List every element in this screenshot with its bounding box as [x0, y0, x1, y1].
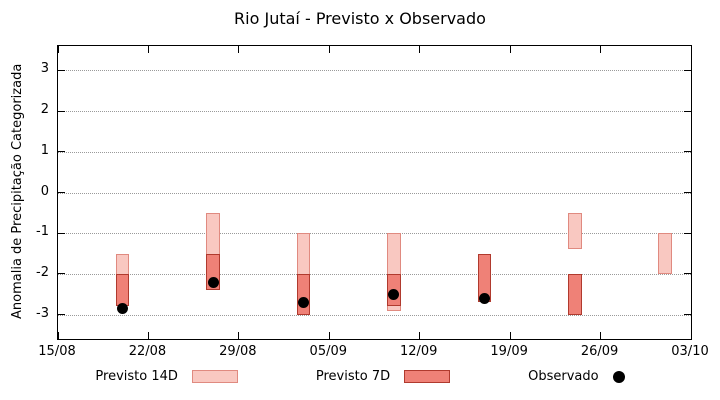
observado-dot [297, 296, 309, 308]
legend-item-observado: Observado [528, 369, 625, 384]
y-tick-mark [684, 273, 691, 275]
previsto-14d-bar [567, 212, 582, 250]
y-tick-label: 3 [40, 61, 49, 77]
x-tick-label: 22/08 [128, 344, 167, 359]
y-tick-mark [684, 192, 691, 193]
legend: Previsto 14D Previsto 7D Observado [0, 369, 720, 384]
x-tick-mark [147, 46, 149, 53]
y-tick-label: 2 [40, 102, 49, 118]
legend-label-previsto-7d: Previsto 7D [315, 369, 391, 384]
y-tick-mark [684, 314, 691, 316]
y-gridline [58, 233, 691, 235]
observado-dot [117, 302, 129, 314]
observado-dot [478, 292, 490, 304]
x-tick-mark [328, 332, 330, 339]
y-tick-mark [58, 110, 65, 112]
x-tick-label: 12/09 [399, 344, 438, 359]
x-tick-mark [238, 46, 240, 53]
x-tick-mark [509, 46, 511, 53]
y-tick-label: -1 [36, 224, 49, 240]
y-tick-mark [684, 69, 691, 71]
x-tick-label: 15/08 [38, 344, 76, 359]
x-tick-mark [600, 332, 602, 339]
y-tick-label: -3 [36, 305, 49, 321]
x-tick-label: 05/09 [309, 344, 348, 359]
y-gridline [58, 111, 691, 113]
x-tick-label: 19/09 [490, 344, 528, 359]
legend-swatch-previsto-7d-icon [404, 370, 451, 383]
y-gridline [58, 70, 691, 72]
x-tick-label: 26/09 [580, 344, 619, 359]
legend-label-observado: Observado [528, 369, 599, 384]
y-tick-mark [684, 232, 691, 234]
y-tick-mark [58, 273, 65, 275]
y-tick-mark [684, 110, 691, 112]
legend-swatch-observado-icon [612, 370, 625, 383]
x-tick-mark [690, 46, 692, 53]
y-tick-label: -2 [36, 264, 49, 280]
y-tick-mark [58, 151, 65, 153]
legend-label-previsto-14d: Previsto 14D [95, 369, 178, 384]
previsto-7d-bar [296, 273, 311, 315]
x-tick-mark [328, 46, 330, 53]
y-tick-mark [684, 151, 691, 153]
x-tick-mark [690, 332, 692, 339]
y-gridline [58, 314, 691, 316]
y-tick-label: 1 [40, 142, 49, 158]
y-gridline [58, 273, 691, 275]
x-tick-mark [600, 46, 602, 53]
x-tick-mark [509, 332, 511, 339]
y-tick-mark [58, 314, 65, 316]
previsto-14d-bar [658, 233, 672, 274]
y-tick-mark [58, 232, 65, 234]
plot-area [57, 45, 692, 340]
legend-swatch-previsto-14d-icon [191, 370, 238, 383]
y-tick-mark [58, 69, 65, 71]
x-tick-mark [238, 332, 240, 339]
y-tick-mark [58, 192, 65, 193]
legend-item-previsto-14d: Previsto 14D [95, 369, 238, 384]
y-gridline [58, 151, 691, 153]
x-tick-label: 29/08 [219, 344, 257, 359]
chart-title: Rio Jutaí - Previsto x Observado [234, 9, 486, 28]
previsto-7d-bar [115, 273, 130, 307]
x-tick-mark [419, 46, 421, 53]
legend-item-previsto-7d: Previsto 7D [315, 369, 451, 384]
observado-dot [388, 288, 400, 300]
x-tick-mark [419, 332, 421, 339]
x-tick-mark [147, 332, 149, 339]
x-tick-mark [57, 332, 59, 339]
y-tick-label: 0 [40, 183, 49, 199]
previsto-7d-bar [567, 273, 582, 315]
x-tick-mark [57, 46, 59, 53]
x-tick-label: 03/10 [671, 344, 709, 359]
y-gridline [58, 192, 691, 194]
observado-dot [207, 276, 219, 288]
